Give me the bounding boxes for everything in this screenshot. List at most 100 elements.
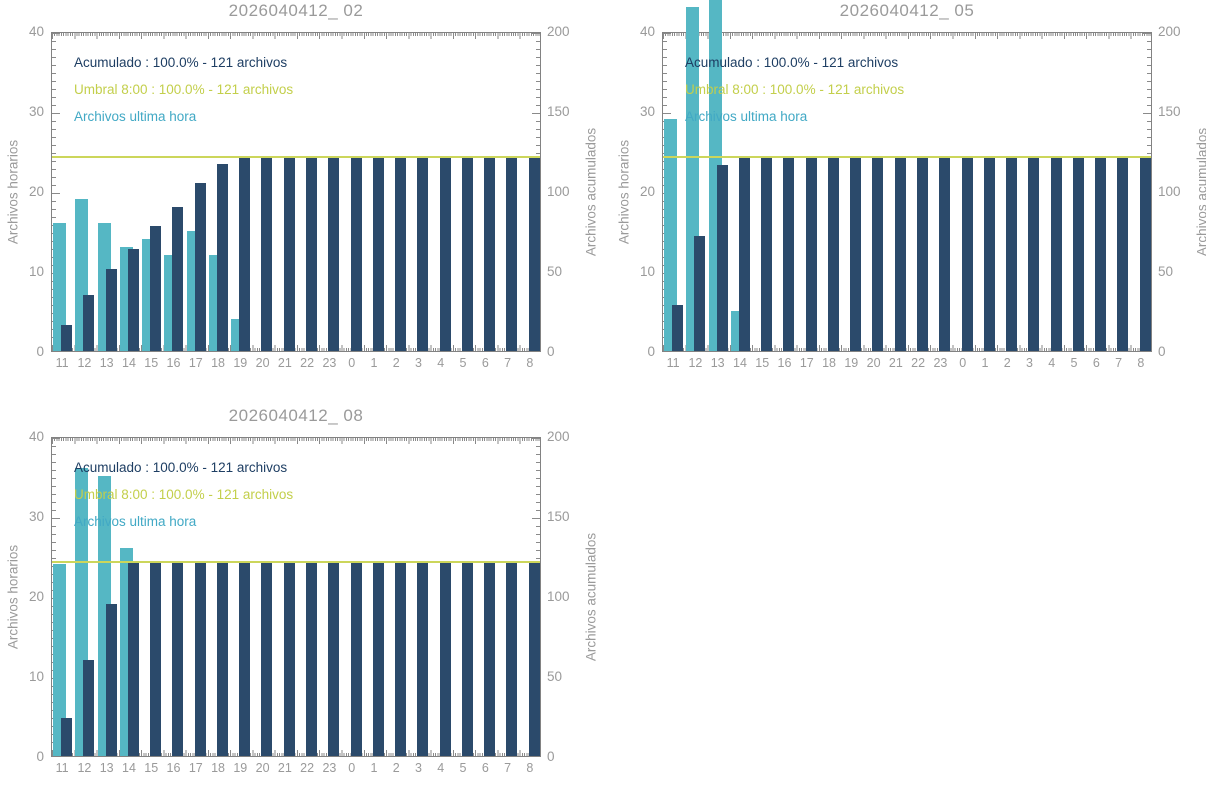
cumulative-bar (150, 226, 161, 351)
cumulative-bar (373, 562, 384, 756)
chart-panel: 2026040412_ 05 Archivos horarios Archivo… (611, 0, 1206, 385)
cumulative-bar (783, 157, 794, 351)
cumulative-bar (1006, 157, 1017, 351)
y-tick-label-left: 20 (611, 185, 655, 199)
cumulative-bar (261, 562, 272, 756)
cumulative-bar (261, 157, 272, 351)
cumulative-bar (1028, 157, 1039, 351)
chart-legend: Acumulado : 100.0% - 121 archivos Umbral… (74, 454, 293, 535)
x-axis-major-ticks-top (663, 33, 1151, 39)
chart-panel: 2026040412_ 08 Archivos horarios Archivo… (0, 405, 611, 790)
y-tick-label-left: 10 (0, 670, 44, 684)
cumulative-bar (462, 157, 473, 351)
y-tick-label-right: 150 (1158, 105, 1202, 119)
y-tick-label-right: 150 (547, 105, 591, 119)
legend-acumulado: Acumulado : 100.0% - 121 archivos (74, 454, 293, 481)
cumulative-bar (529, 157, 540, 351)
cumulative-bar (217, 562, 228, 756)
y-tick-label-right: 50 (547, 670, 591, 684)
chart-legend: Acumulado : 100.0% - 121 archivos Umbral… (685, 49, 904, 130)
x-tick-label: 8 (1128, 356, 1154, 370)
y-tick-label-left: 30 (0, 105, 44, 119)
y-tick-label-right: 100 (1158, 185, 1202, 199)
y-tick-label-right: 100 (547, 185, 591, 199)
legend-umbral: Umbral 8:00 : 100.0% - 121 archivos (74, 76, 293, 103)
cumulative-bar (61, 325, 72, 351)
y-tick-label-right: 50 (547, 265, 591, 279)
cumulative-bar (83, 295, 94, 351)
x-axis-major-ticks-top (52, 33, 540, 39)
cumulative-bar (351, 157, 362, 351)
cumulative-bar (672, 305, 683, 351)
cumulative-bar (172, 207, 183, 351)
y-tick-label-left: 10 (611, 265, 655, 279)
cumulative-bar (417, 157, 428, 351)
cumulative-bar (761, 157, 772, 351)
cumulative-bar (917, 157, 928, 351)
cumulative-bar (739, 157, 750, 351)
x-tick-label: 8 (517, 761, 543, 775)
x-axis-minor-ticks-top (52, 33, 540, 36)
legend-umbral: Umbral 8:00 : 100.0% - 121 archivos (685, 76, 904, 103)
y-tick-label-right: 50 (1158, 265, 1202, 279)
y-tick-label-right: 200 (1158, 25, 1202, 39)
cumulative-bar (484, 562, 495, 756)
y-tick-label-right: 200 (547, 430, 591, 444)
cumulative-bar (395, 562, 406, 756)
y-tick-label-left: 30 (611, 105, 655, 119)
cumulative-bar (195, 562, 206, 756)
cumulative-bar (529, 562, 540, 756)
plot-frame: Acumulado : 100.0% - 121 archivos Umbral… (662, 32, 1152, 352)
plot-frame: Acumulado : 100.0% - 121 archivos Umbral… (51, 32, 541, 352)
cumulative-bar (128, 249, 139, 351)
legend-umbral: Umbral 8:00 : 100.0% - 121 archivos (74, 481, 293, 508)
cumulative-bar (150, 562, 161, 756)
y-tick-label-left: 10 (0, 265, 44, 279)
legend-acumulado: Acumulado : 100.0% - 121 archivos (74, 49, 293, 76)
x-tick-label: 8 (517, 356, 543, 370)
y-tick-label-left: 0 (611, 345, 655, 359)
cumulative-bar (395, 157, 406, 351)
chart-title: 2026040412_ 08 (51, 406, 541, 426)
y-tick-label-right: 0 (547, 345, 591, 359)
y-tick-label-left: 20 (0, 185, 44, 199)
cumulative-bar (83, 660, 94, 756)
cumulative-bar (984, 157, 995, 351)
cumulative-bar (373, 157, 384, 351)
y-tick-label-left: 20 (0, 590, 44, 604)
chart-panel: 2026040412_ 02 Archivos horarios Archivo… (0, 0, 611, 385)
y-tick-label-left: 0 (0, 345, 44, 359)
cumulative-bar (694, 236, 705, 351)
cumulative-bar (351, 562, 362, 756)
cumulative-bar (717, 165, 728, 351)
cumulative-bar (284, 157, 295, 351)
y-tick-label-left: 30 (0, 510, 44, 524)
chart-title: 2026040412_ 02 (51, 1, 541, 21)
cumulative-bar (962, 157, 973, 351)
y-tick-label-right: 150 (547, 510, 591, 524)
cumulative-bar (328, 562, 339, 756)
cumulative-bar (872, 157, 883, 351)
cumulative-bar (172, 562, 183, 756)
umbral-threshold-line (663, 156, 1151, 158)
y-tick-label-right: 0 (547, 750, 591, 764)
cumulative-bar (939, 157, 950, 351)
cumulative-bar (328, 157, 339, 351)
legend-ultima-hora: Archivos ultima hora (74, 103, 293, 130)
cumulative-bar (239, 562, 250, 756)
cumulative-bar (440, 562, 451, 756)
cumulative-bar (106, 604, 117, 756)
cumulative-bar (417, 562, 428, 756)
cumulative-bar (128, 562, 139, 756)
cumulative-bar (195, 183, 206, 351)
cumulative-bar (850, 157, 861, 351)
y-tick-label-left: 40 (0, 430, 44, 444)
cumulative-bar (239, 157, 250, 351)
cumulative-bar (806, 157, 817, 351)
x-axis-major-ticks-top (52, 438, 540, 444)
x-axis-minor-ticks-top (52, 438, 540, 441)
y-tick-label-left: 40 (0, 25, 44, 39)
y-tick-label-left: 40 (611, 25, 655, 39)
x-axis-minor-ticks-top (663, 33, 1151, 36)
